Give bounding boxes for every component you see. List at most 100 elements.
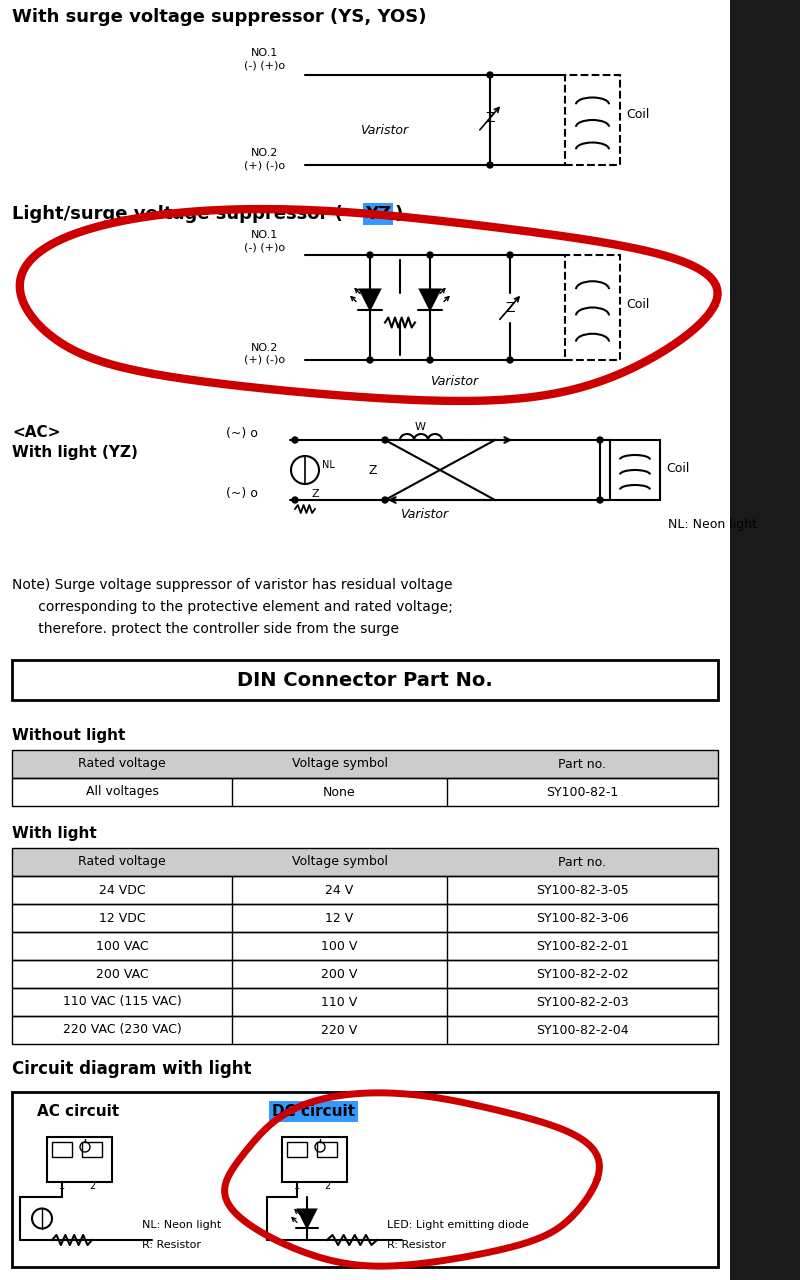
Circle shape — [427, 252, 433, 259]
Circle shape — [367, 252, 373, 259]
Bar — [47, 1137, 112, 1181]
Circle shape — [487, 163, 493, 168]
Text: SY100-82-3-05: SY100-82-3-05 — [536, 883, 629, 896]
Text: 200 V: 200 V — [322, 968, 358, 980]
Bar — [12, 932, 718, 960]
Text: Varistor: Varistor — [360, 123, 408, 137]
Bar — [12, 904, 718, 932]
Circle shape — [367, 357, 373, 364]
Text: Rated voltage: Rated voltage — [78, 758, 166, 771]
Circle shape — [507, 252, 513, 259]
Text: 220 VAC (230 VAC): 220 VAC (230 VAC) — [62, 1024, 182, 1037]
Text: (~) o: (~) o — [226, 488, 258, 500]
Text: ): ) — [395, 205, 403, 223]
Text: SY100-82-2-02: SY100-82-2-02 — [536, 968, 629, 980]
Text: NO.1: NO.1 — [251, 47, 278, 58]
Bar — [610, 440, 660, 500]
Text: 100 V: 100 V — [322, 940, 358, 952]
Text: therefore. protect the controller side from the surge: therefore. protect the controller side f… — [12, 622, 399, 636]
Text: AC circuit: AC circuit — [37, 1103, 119, 1119]
Circle shape — [487, 72, 493, 78]
Text: 1: 1 — [294, 1181, 300, 1190]
Circle shape — [292, 436, 298, 443]
Bar — [287, 1142, 307, 1157]
Text: Voltage symbol: Voltage symbol — [291, 758, 387, 771]
Circle shape — [382, 497, 388, 503]
Text: NO.2: NO.2 — [251, 343, 278, 353]
Text: With light: With light — [12, 826, 97, 841]
Text: SY100-82-2-01: SY100-82-2-01 — [536, 940, 629, 952]
Text: Coil: Coil — [626, 298, 650, 311]
Text: Note) Surge voltage suppressor of varistor has residual voltage: Note) Surge voltage suppressor of varist… — [12, 579, 453, 591]
Bar — [12, 988, 718, 1016]
Text: Without light: Without light — [12, 728, 126, 742]
Text: Light/surge voltage suppressor (: Light/surge voltage suppressor ( — [12, 205, 343, 223]
Bar — [317, 1142, 337, 1157]
Text: Voltage symbol: Voltage symbol — [291, 855, 387, 869]
Polygon shape — [420, 289, 440, 310]
Text: SY100-82-2-03: SY100-82-2-03 — [536, 996, 629, 1009]
Text: 110 VAC (115 VAC): 110 VAC (115 VAC) — [62, 996, 182, 1009]
Text: YZ: YZ — [365, 205, 391, 223]
Text: With surge voltage suppressor (YS, YOS): With surge voltage suppressor (YS, YOS) — [12, 8, 426, 26]
Text: (-) (+)o: (-) (+)o — [245, 60, 286, 70]
Text: corresponding to the protective element and rated voltage;: corresponding to the protective element … — [12, 600, 453, 614]
Bar — [12, 660, 718, 700]
Text: DC circuit: DC circuit — [272, 1103, 355, 1119]
Bar — [12, 778, 718, 806]
Circle shape — [507, 357, 513, 364]
Text: Coil: Coil — [626, 109, 650, 122]
Bar — [282, 1137, 347, 1181]
Text: All voltages: All voltages — [86, 786, 158, 799]
Text: (+) (-)o: (+) (-)o — [245, 355, 286, 365]
Text: (~) o: (~) o — [226, 428, 258, 440]
Text: NO.2: NO.2 — [251, 148, 278, 157]
Text: Part no.: Part no. — [558, 758, 606, 771]
Text: NL: Neon light: NL: Neon light — [142, 1220, 222, 1230]
Bar — [12, 876, 718, 904]
Circle shape — [382, 436, 388, 443]
Text: SY100-82-2-04: SY100-82-2-04 — [536, 1024, 629, 1037]
Bar — [52, 1142, 72, 1157]
Text: 110 V: 110 V — [322, 996, 358, 1009]
Circle shape — [427, 357, 433, 364]
Text: Rated voltage: Rated voltage — [78, 855, 166, 869]
Circle shape — [597, 497, 603, 503]
Text: Circuit diagram with light: Circuit diagram with light — [12, 1060, 251, 1078]
Text: DIN Connector Part No.: DIN Connector Part No. — [237, 671, 493, 690]
Text: R: Resistor: R: Resistor — [387, 1240, 446, 1251]
Text: None: None — [323, 786, 356, 799]
Text: 2: 2 — [324, 1181, 330, 1190]
Polygon shape — [298, 1210, 316, 1228]
Text: R: Resistor: R: Resistor — [142, 1240, 201, 1251]
Text: <AC>: <AC> — [12, 425, 60, 440]
Text: 24 V: 24 V — [326, 883, 354, 896]
Text: 24 VDC: 24 VDC — [98, 883, 146, 896]
Bar — [12, 1092, 718, 1267]
Text: Varistor: Varistor — [400, 508, 448, 521]
Text: SY100-82-1: SY100-82-1 — [546, 786, 618, 799]
Bar — [565, 255, 620, 360]
Text: NL: Neon light: NL: Neon light — [668, 518, 757, 531]
Circle shape — [292, 497, 298, 503]
Bar — [12, 847, 718, 876]
Text: With light (YZ): With light (YZ) — [12, 445, 138, 460]
Text: Coil: Coil — [666, 462, 690, 475]
Polygon shape — [360, 289, 380, 310]
Text: Z: Z — [506, 301, 514, 315]
Text: NO.1: NO.1 — [251, 230, 278, 241]
Text: Z: Z — [311, 489, 319, 499]
Bar — [730, 0, 800, 1280]
Text: Z: Z — [486, 111, 494, 125]
Text: NL: NL — [322, 460, 335, 470]
Bar — [12, 750, 718, 778]
Text: Part no.: Part no. — [558, 855, 606, 869]
Text: 12 VDC: 12 VDC — [98, 911, 146, 924]
Text: (-) (+)o: (-) (+)o — [245, 242, 286, 252]
Bar — [565, 76, 620, 165]
Text: Z: Z — [369, 463, 378, 476]
Text: Varistor: Varistor — [430, 375, 478, 388]
Text: 220 V: 220 V — [322, 1024, 358, 1037]
Text: 12 V: 12 V — [326, 911, 354, 924]
Bar — [12, 960, 718, 988]
